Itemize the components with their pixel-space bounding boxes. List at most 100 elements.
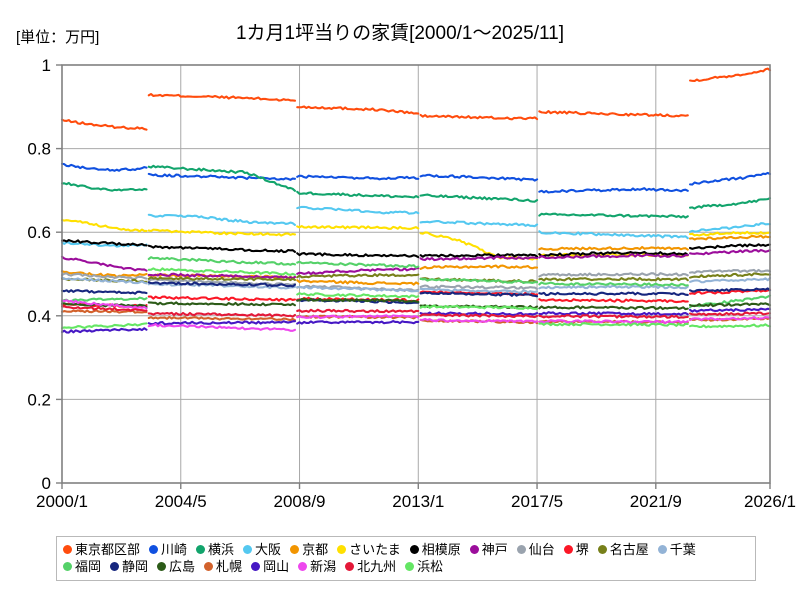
legend-marker-icon (196, 545, 206, 554)
legend-item[interactable]: 千葉 (657, 542, 696, 557)
legend-item-label: 千葉 (669, 542, 696, 557)
x-tick-label: 2026/1 (744, 492, 796, 511)
series-line (60, 164, 772, 219)
legend-item-label: 広島 (169, 559, 196, 574)
series-横浜 (60, 164, 772, 219)
legend-marker-icon (409, 545, 419, 554)
series-line (60, 267, 772, 330)
legend-item[interactable]: 堺 (563, 542, 589, 557)
x-tick-label: 2021/9 (630, 492, 682, 511)
series-さいたま (60, 219, 772, 261)
series-福岡 (60, 256, 772, 309)
legend-item[interactable]: 横浜 (196, 543, 234, 556)
series-line (60, 219, 772, 261)
series-line (60, 256, 772, 309)
chart-title: 1カ月1坪当りの家賃[2000/1〜2025/11] (235, 23, 565, 44)
unit-label: [単位：万円] (16, 29, 100, 46)
legend-marker-icon (157, 562, 167, 571)
legend-marker-icon (337, 545, 347, 554)
legend-item[interactable]: 岡山 (251, 560, 289, 573)
legend-marker-icon (516, 545, 526, 554)
legend-item-label: 岡山 (263, 559, 290, 574)
x-tick-label: 2017/5 (511, 492, 563, 511)
x-tick-label: 2004/5 (155, 492, 207, 511)
legend-marker-icon (204, 562, 214, 571)
legend-item-label: 静岡 (122, 559, 149, 574)
series-line (60, 239, 772, 259)
legend-item[interactable]: 川崎 (149, 543, 187, 556)
series-京都 (60, 234, 772, 286)
legend-marker-icon (290, 545, 300, 554)
legend-item[interactable]: 東京都区部 (63, 543, 140, 556)
legend-marker-icon (469, 545, 479, 554)
x-tick-label: 2013/1 (392, 492, 444, 511)
legend-item-label: 京都 (302, 542, 329, 557)
series-line (60, 307, 772, 334)
legend-marker-icon (563, 545, 573, 554)
series-line (60, 162, 772, 194)
legend-marker-icon (63, 562, 72, 571)
legend-item-label: 大阪 (255, 542, 282, 557)
legend-item[interactable]: 福岡 (63, 560, 101, 573)
legend-item-label: 福岡 (75, 559, 102, 574)
legend-item-label: 東京都区部 (75, 542, 141, 557)
legend-item-label: 神戸 (481, 542, 508, 557)
legend-item-label: 札幌 (216, 559, 243, 574)
series-line (60, 205, 772, 248)
legend-marker-icon (405, 562, 415, 571)
y-tick-label: 0 (42, 474, 51, 493)
legend-item-label: 新潟 (310, 559, 337, 574)
legend-item[interactable]: 大阪 (243, 543, 281, 556)
legend-marker-icon (243, 545, 253, 554)
legend-item[interactable]: 北九州 (345, 560, 396, 573)
legend-marker-icon (345, 562, 355, 571)
legend-row-1: 東京都区部 川崎 横浜 大阪 京都 さいたま 相模原 神戸 仙台 堺 名古屋 千葉 (63, 541, 749, 558)
legend-item-label: 堺 (575, 542, 589, 557)
series-line (60, 305, 772, 319)
legend-item[interactable]: 仙台 (516, 542, 555, 557)
y-tick-label: 1 (42, 56, 51, 75)
series-line (60, 248, 772, 280)
legend-item-label: 川崎 (161, 542, 188, 557)
series-line (60, 299, 772, 332)
legend-row-2: 福岡 静岡 広島 札幌 岡山 新潟 北九州 浜松 (63, 558, 749, 575)
legend-item[interactable]: 札幌 (204, 560, 242, 573)
legend-item[interactable]: さいたま (337, 543, 401, 556)
y-tick-label: 0.4 (27, 307, 51, 326)
series-浜松 (60, 267, 772, 330)
x-tick-label: 2000/1 (36, 492, 88, 511)
legend-marker-icon (657, 545, 667, 554)
series-川崎 (60, 162, 772, 194)
legend-item-label: 名古屋 (609, 542, 649, 557)
plot-frame (61, 64, 771, 484)
series-新潟 (60, 299, 772, 332)
series-大阪 (60, 205, 772, 248)
legend-item-label: 相模原 (421, 542, 461, 557)
legend-marker-icon (251, 562, 261, 571)
legend-item[interactable]: 京都 (290, 543, 328, 556)
x-tick-label: 2008/9 (274, 492, 326, 511)
series-相模原 (60, 239, 772, 259)
legend-item-label: 仙台 (528, 542, 555, 557)
legend-marker-icon (63, 545, 72, 554)
legend-item[interactable]: 神戸 (469, 542, 508, 557)
legend-marker-icon (597, 545, 607, 554)
series-line (60, 67, 772, 131)
legend-item[interactable]: 新潟 (298, 560, 336, 573)
legend-item-label: 浜松 (417, 559, 444, 574)
legend-item-label: さいたま (349, 542, 401, 557)
series-東京都区部 (60, 67, 772, 131)
legend-marker-icon (149, 545, 159, 554)
legend-item[interactable]: 相模原 (409, 542, 461, 557)
series-北九州 (60, 305, 772, 319)
legend-marker-icon (298, 562, 308, 571)
legend-marker-icon (110, 562, 120, 571)
series-岡山 (60, 307, 772, 334)
legend-item[interactable]: 名古屋 (597, 542, 649, 557)
y-tick-label: 0.2 (27, 390, 51, 409)
legend-item[interactable]: 静岡 (110, 560, 148, 573)
legend-item[interactable]: 浜松 (405, 560, 443, 573)
legend-item[interactable]: 広島 (157, 560, 195, 573)
